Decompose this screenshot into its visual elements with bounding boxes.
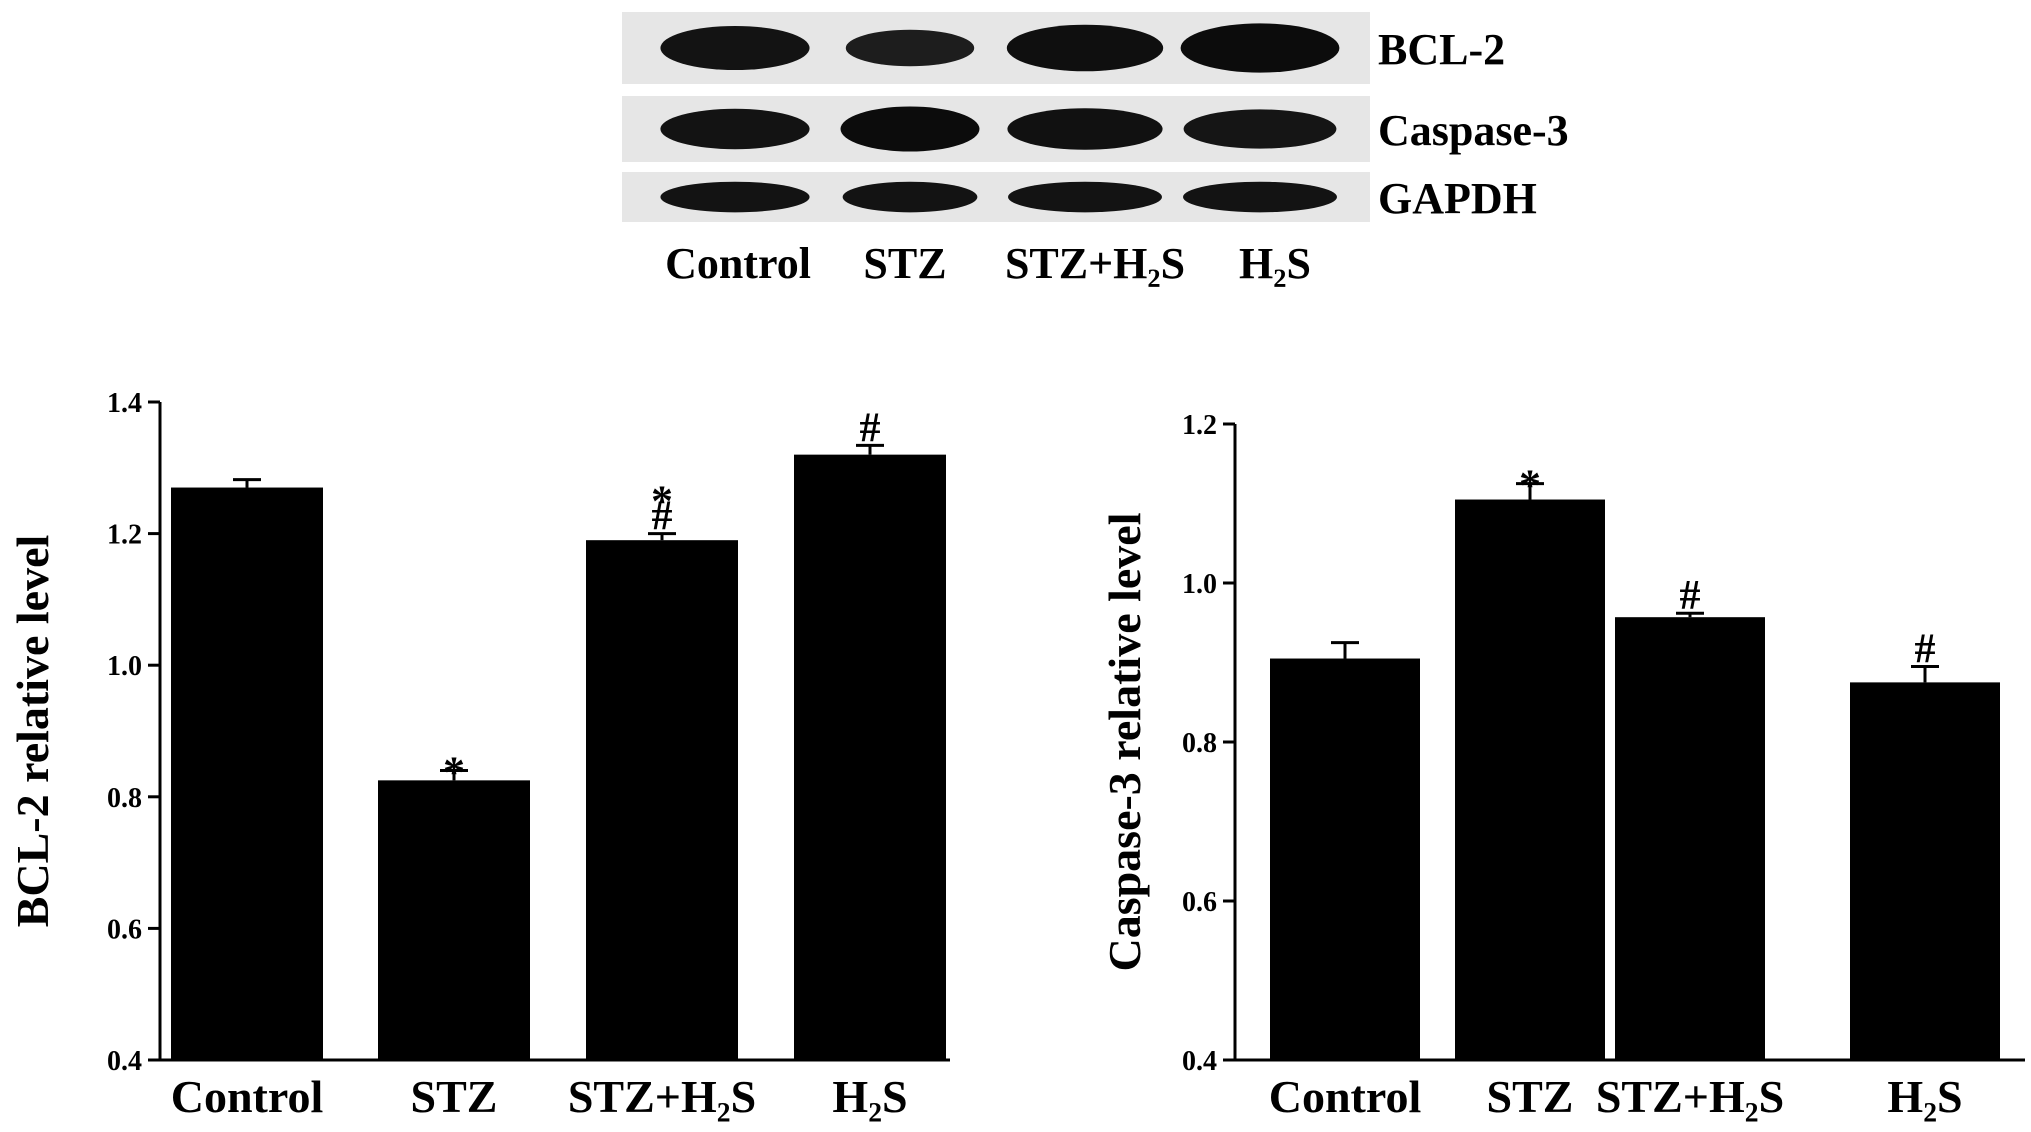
blot-band-caspase-3-2: [840, 106, 980, 152]
y-tick-label: 0.6: [1182, 887, 1217, 918]
x-tick-label: STZ: [411, 1071, 498, 1122]
blot-lane-label: STZ+H₂S: [1005, 239, 1185, 288]
y-tick-label: 0.4: [1182, 1046, 1217, 1077]
y-tick-label: 1.2: [1182, 410, 1217, 441]
bar-control: [1270, 658, 1420, 1060]
blot-band-bcl-2-1: [660, 25, 810, 71]
blot-band-bcl-2-3: [1006, 24, 1164, 72]
y-tick-label: 0.4: [107, 1046, 142, 1077]
y-tick-label: 1.0: [107, 651, 142, 682]
bcl2-bar-chart: 0.4 0.6 0.8 1.0 1.2 1.4 BCL-2 relative level Co…: [7, 388, 950, 1122]
significance-hash: #: [1680, 573, 1701, 619]
x-tick-label: STZ+H₂S: [568, 1071, 756, 1122]
blot-row-label: BCL-2: [1378, 25, 1505, 74]
caspase3-bar-chart: 0.4 0.6 0.8 1.0 1.2 Caspase-3 relative level C…: [1099, 410, 2025, 1122]
x-tick-label: Control: [171, 1071, 324, 1122]
blot-row-label: Caspase-3: [1378, 106, 1569, 155]
y-tick-label: 1.4: [107, 388, 142, 419]
y-axis-title: BCL-2 relative level: [7, 535, 58, 928]
blot-band-bcl-2-2: [845, 29, 975, 67]
blot-band-gapdh-1: [660, 181, 810, 213]
blot-row-label: GAPDH: [1378, 174, 1537, 223]
bar-h-s: [1850, 682, 2000, 1060]
significance-star: *: [1519, 461, 1541, 510]
blot-lane-label: H₂S: [1239, 239, 1311, 288]
bar-stz-h-s: [586, 540, 738, 1060]
y-tick-label: 0.6: [107, 914, 142, 945]
blot-band-gapdh-4: [1183, 181, 1337, 213]
significance-star: *: [651, 477, 673, 526]
bar-h-s: [794, 454, 946, 1060]
blot-band-gapdh-2: [842, 181, 978, 213]
y-tick-label: 0.8: [107, 783, 142, 814]
bar-control: [171, 487, 323, 1060]
blot-band-gapdh-3: [1008, 181, 1162, 213]
y-tick-label: 0.8: [1182, 728, 1217, 759]
significance-hash: #: [1915, 626, 1936, 672]
y-axis-title: Caspase-3 relative level: [1099, 512, 1150, 971]
x-tick-label: Control: [1269, 1071, 1422, 1122]
blot-band-caspase-3-4: [1183, 109, 1337, 149]
blot-lane-label: Control: [665, 239, 811, 288]
y-tick-label: 1.2: [107, 520, 142, 551]
blot-band-caspase-3-1: [660, 108, 810, 150]
bar-stz: [378, 780, 530, 1060]
bar-stz-h-s: [1615, 617, 1765, 1060]
blot-lane-label: STZ: [863, 239, 946, 288]
significance-hash: #: [652, 494, 673, 540]
significance-star: *: [443, 747, 465, 796]
blot-band-bcl-2-4: [1180, 23, 1340, 73]
bar-stz: [1455, 499, 1605, 1060]
western-blot-panel: BCL-2 Caspase-3 GAPDH Control STZ STZ+H₂S H₂S: [622, 12, 1569, 288]
y-tick-label: 1.0: [1182, 569, 1217, 600]
blot-band-caspase-3-3: [1007, 108, 1163, 150]
x-tick-label: H₂S: [832, 1071, 907, 1122]
x-tick-label: STZ+H₂S: [1596, 1071, 1784, 1122]
significance-hash: #: [860, 405, 881, 451]
x-tick-label: STZ: [1487, 1071, 1574, 1122]
x-tick-label: H₂S: [1887, 1071, 1962, 1122]
